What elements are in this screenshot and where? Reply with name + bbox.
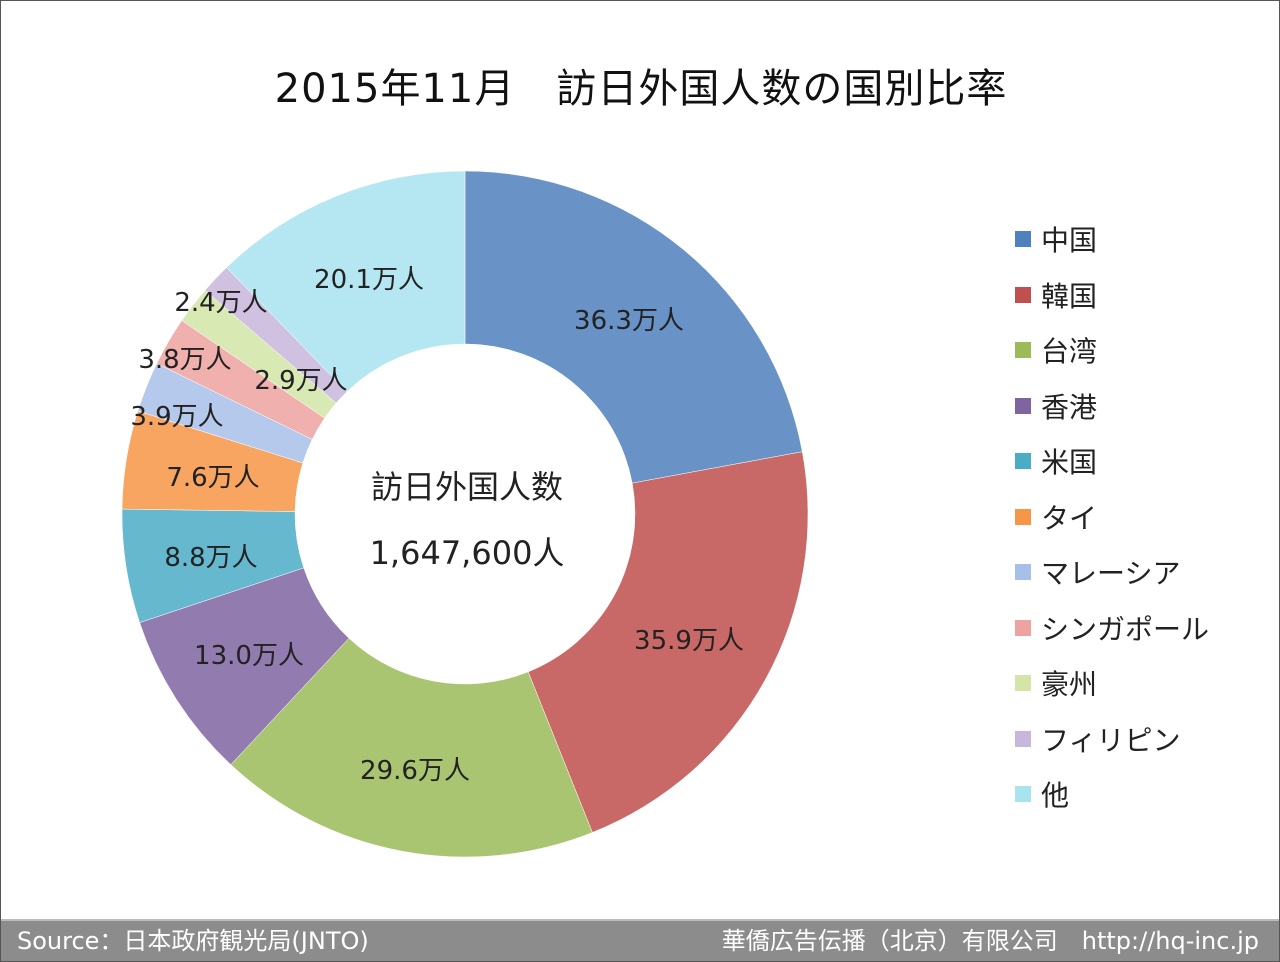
legend-item: 香港 — [1015, 386, 1209, 442]
chart-title: 2015年11月 訪日外国人数の国別比率 — [274, 66, 1008, 112]
data-label: 2.9万人 — [254, 366, 347, 396]
data-label: 2.4万人 — [174, 288, 267, 318]
donut-chart: 訪日外国人数 1,647,600人 36.3万人 35.9万人 29.6万人 13.0… — [121, 170, 809, 858]
legend-item: 豪州 — [1015, 663, 1209, 719]
legend-label: フィリピン — [1041, 723, 1181, 757]
slice-3 — [230, 637, 593, 858]
legend-swatch — [1015, 453, 1031, 469]
legend-swatch — [1015, 342, 1031, 358]
slice-1 — [464, 170, 803, 484]
legend-item: 他 — [1015, 774, 1209, 830]
data-label: 13.0万人 — [194, 641, 304, 671]
legend-label: タイ — [1041, 501, 1098, 535]
data-label: 20.1万人 — [314, 265, 424, 295]
legend-item: フィリピン — [1015, 719, 1209, 775]
center-label: 訪日外国人数 — [371, 468, 563, 506]
legend-swatch — [1015, 286, 1031, 303]
legend-label: シンガポール — [1041, 612, 1210, 646]
data-label: 7.6万人 — [166, 463, 259, 493]
legend-item: 米国 — [1015, 441, 1209, 497]
legend: 中国韓国台湾香港米国タイマレーシアシンガポール 豪州フィリピン他 — [1015, 219, 1209, 830]
legend-label: 米国 — [1041, 446, 1098, 479]
center-value: 1,647,600人 — [370, 534, 565, 572]
legend-label: マレーシア — [1041, 557, 1181, 590]
legend-swatch — [1015, 730, 1031, 747]
slice-2 — [527, 451, 809, 833]
data-label: 3.8万人 — [138, 345, 231, 375]
legend-swatch — [1015, 786, 1031, 802]
legend-label: 豪州 — [1041, 668, 1098, 701]
data-label: 35.9万人 — [634, 626, 744, 656]
footer: Source：日本政府観光局(JNTO) 華僑広告伝播（北京）有限公司 http… — [1, 919, 1279, 961]
legend-swatch — [1015, 397, 1031, 414]
data-label: 29.6万人 — [360, 756, 470, 786]
legend-swatch — [1015, 564, 1031, 580]
legend-label: 中国 — [1041, 224, 1098, 257]
legend-item: タイ — [1015, 497, 1209, 553]
legend-item: シンガポール — [1015, 608, 1209, 664]
legend-item: 中国 — [1015, 219, 1209, 275]
legend-swatch — [1015, 508, 1031, 525]
data-label: 3.9万人 — [130, 402, 223, 432]
legend-item: 韓国 — [1015, 275, 1209, 331]
legend-label: 他 — [1041, 779, 1070, 812]
data-label: 36.3万人 — [574, 306, 684, 336]
legend-item: 台湾 — [1015, 330, 1209, 386]
data-label: 8.8万人 — [164, 543, 257, 573]
legend-swatch — [1015, 231, 1031, 247]
legend-swatch — [1015, 619, 1031, 636]
legend-swatch — [1015, 675, 1031, 691]
source-text: Source：日本政府観光局(JNTO) — [17, 927, 369, 955]
company-text: 華僑広告伝播（北京）有限公司 http://hq-inc.jp — [721, 927, 1259, 955]
legend-label: 韓国 — [1041, 279, 1098, 313]
legend-label: 香港 — [1041, 390, 1098, 424]
slice-11 — [226, 170, 466, 393]
legend-label: 台湾 — [1041, 335, 1098, 368]
legend-item: マレーシア — [1015, 552, 1209, 608]
